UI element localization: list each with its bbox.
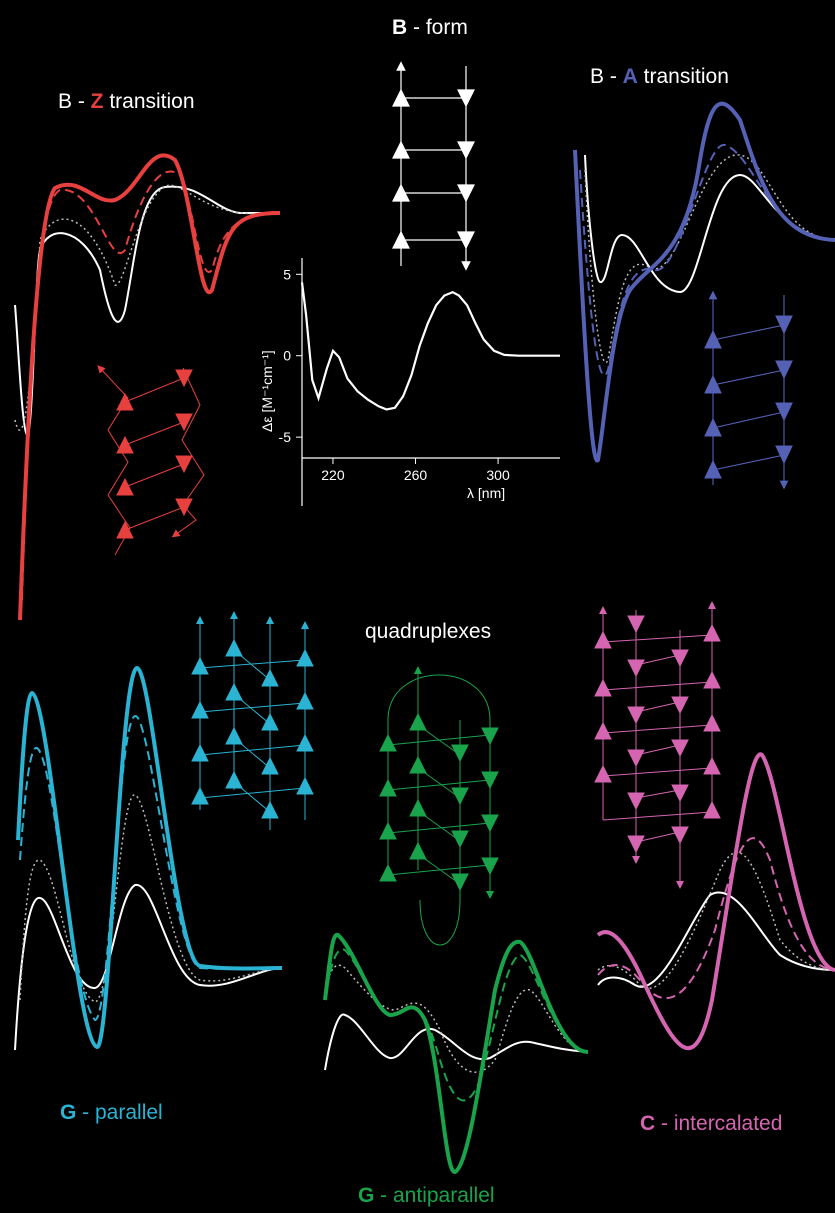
g-parallel-curves	[14, 665, 283, 1051]
x-tick-label: 220	[321, 467, 345, 483]
bz-transition-curves	[14, 153, 281, 621]
ba-intermediate-dotted	[584, 154, 835, 364]
c-intercalated-key: C	[640, 1112, 656, 1135]
g-antiparallel-label: G - antiparallel	[358, 1184, 495, 1208]
x-tick-label: 260	[404, 467, 428, 483]
antiparallel-quadruplex-schematic	[379, 666, 499, 946]
a-form-strand-schematic	[704, 290, 793, 490]
intercalated-c-form-curve	[596, 752, 835, 1051]
bz-z-form-curve	[18, 153, 281, 621]
ba-transition-curves	[573, 101, 835, 463]
ba-prefix: B -	[590, 65, 623, 88]
intercalated-intermediate-dashed	[597, 837, 835, 999]
g-parallel-label: G - parallel	[60, 1101, 163, 1125]
y-tick-label: 5	[283, 266, 291, 282]
antiparallel-intermediate-dotted	[324, 964, 589, 1073]
g-antiparallel-key: G	[358, 1184, 375, 1207]
b-form-cd-chart: 220 260 300 5 0 -5 λ [nm] Δε [M⁻¹cm⁻¹]	[259, 258, 560, 506]
c-intercalated-curves	[596, 752, 835, 1051]
ba-suffix: transition	[637, 65, 729, 88]
z-form-strand-schematic	[97, 365, 205, 556]
bz-transition-label: B - Z transition	[58, 90, 195, 114]
g-parallel-suffix: - parallel	[76, 1101, 163, 1124]
parallel-intermediate-dashed	[19, 714, 283, 1022]
parallel-g-form-curve	[16, 665, 283, 1050]
intercalated-motif-schematic	[594, 601, 721, 889]
bz-key: Z	[90, 90, 104, 113]
chart-x-axis-label: λ [nm]	[467, 485, 505, 501]
b-form-key: B	[392, 16, 408, 39]
intercalated-reference-curve	[597, 891, 835, 988]
bz-intermediate-dashed	[21, 170, 281, 601]
g-antiparallel-curves	[323, 932, 589, 1175]
parallel-quadruplex-schematic	[191, 611, 314, 830]
bz-prefix: B -	[58, 90, 91, 113]
c-intercalated-suffix: - intercalated	[655, 1112, 783, 1135]
y-tick-label: -5	[279, 429, 292, 445]
x-tick-label: 300	[486, 467, 510, 483]
b-form-label: B - form	[392, 16, 468, 40]
chart-y-axis-label: Δε [M⁻¹cm⁻¹]	[259, 350, 275, 432]
antiparallel-intermediate-dashed	[324, 948, 589, 1102]
quadruplexes-label: quadruplexes	[365, 620, 492, 643]
b-form-suffix: - form	[407, 16, 468, 39]
g-antiparallel-suffix: - antiparallel	[374, 1184, 495, 1207]
b-form-strand-schematic	[392, 61, 475, 271]
ba-intermediate-dashed	[579, 144, 835, 377]
g-parallel-key: G	[60, 1101, 77, 1124]
ba-transition-label: B - A transition	[590, 65, 729, 89]
ba-key: A	[622, 65, 638, 88]
intercalated-intermediate-dotted	[597, 851, 835, 989]
b-form-cd-series-line	[300, 282, 560, 411]
y-tick-label: 0	[283, 348, 291, 364]
bz-suffix: transition	[103, 90, 195, 113]
c-intercalated-label: C - intercalated	[640, 1112, 782, 1136]
ba-a-form-curve	[573, 101, 835, 463]
ba-reference-curve	[584, 154, 835, 294]
parallel-intermediate-dotted	[19, 794, 283, 1003]
antiparallel-g-form-curve	[323, 932, 589, 1175]
antiparallel-reference-curve	[324, 1013, 589, 1071]
